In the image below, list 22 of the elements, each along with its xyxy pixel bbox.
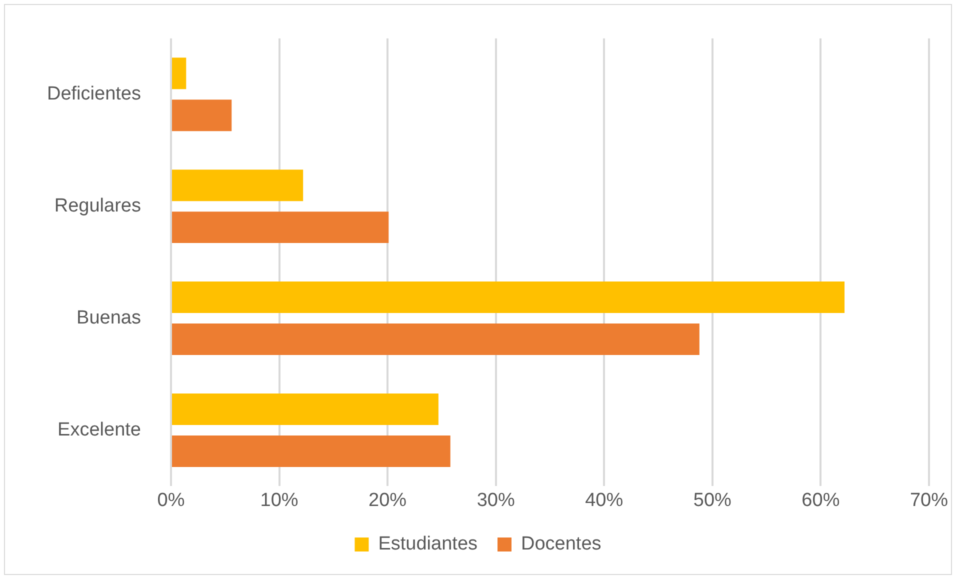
legend-label: Docentes <box>521 534 602 555</box>
bar <box>172 435 450 467</box>
y-tick-label: Deficientes <box>46 84 141 105</box>
x-tick-label: 30% <box>476 490 515 511</box>
bar <box>172 282 845 314</box>
x-tick-label: 10% <box>260 490 298 511</box>
x-tick-label: 60% <box>802 490 840 511</box>
y-tick-label: Excelente <box>58 419 141 440</box>
bar <box>172 100 232 132</box>
bar <box>172 212 389 244</box>
x-tick-label: 40% <box>585 490 624 511</box>
x-tick-label: 50% <box>693 490 732 511</box>
y-tick-label: Buenas <box>76 308 141 329</box>
bar <box>172 393 438 425</box>
y-tick-label: Regulares <box>54 196 141 217</box>
x-tick-label: 0% <box>157 490 185 511</box>
bar <box>172 58 186 90</box>
legend-label: Estudiantes <box>378 534 478 555</box>
x-tick-label: 70% <box>910 490 948 511</box>
bar <box>172 324 700 356</box>
x-tick-label: 20% <box>368 490 407 511</box>
bar <box>172 170 304 202</box>
